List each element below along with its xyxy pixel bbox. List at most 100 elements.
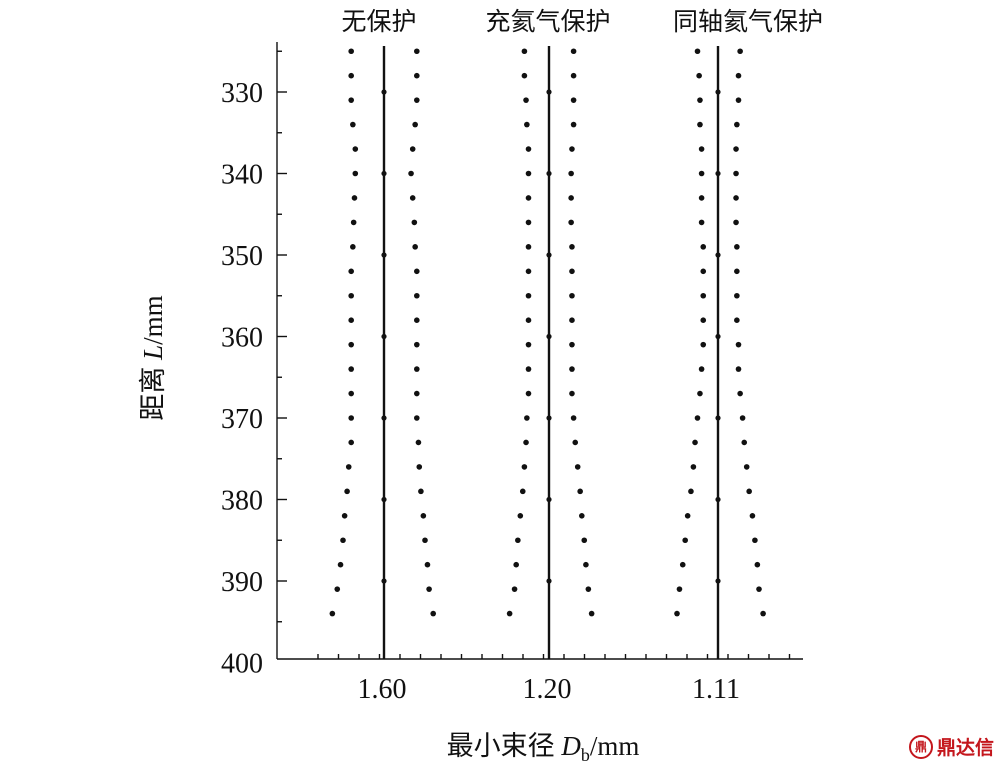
left-point [524,415,530,421]
center-marker [715,170,721,177]
left-point [524,121,530,128]
y-axis-label: 距离 L/mm [138,295,168,420]
y-tick-label-340: 340 [221,160,263,191]
left-point [525,170,532,177]
right-point [411,219,418,226]
right-point [416,464,423,470]
center-marker [546,333,552,340]
x-tick-label-2: 1.20 [523,674,572,705]
left-point [697,390,703,397]
left-point [352,170,359,177]
center-marker [381,170,387,177]
left-point [700,268,707,275]
left-point [348,72,355,79]
left-point [350,121,356,128]
left-point [521,464,528,470]
right-point [760,610,766,617]
right-point [588,610,595,617]
right-point [415,439,422,446]
left-point [525,244,532,250]
right-point [735,72,742,79]
center-marker [381,496,387,503]
right-point [754,561,761,568]
right-point [741,439,748,446]
right-point [414,366,420,372]
right-point [735,97,742,103]
left-point [525,366,532,372]
right-point [424,561,431,568]
left-point [348,292,355,299]
left-point [345,464,352,470]
left-point [525,146,532,152]
center-marker [715,89,721,95]
center-marker [381,333,387,340]
left-point [696,72,702,79]
x-axis-label: 最小束径 Db/mm [447,731,640,765]
left-point [348,415,355,421]
left-point [348,439,355,446]
left-point [684,513,691,519]
left-point [513,561,519,568]
left-point [519,488,526,495]
right-point [430,610,437,617]
axis-labels: 最小束径 Db/mm 距离 L/mm [138,295,639,765]
right-point [737,48,743,55]
right-point [574,464,581,470]
left-point [525,390,532,397]
left-point [525,219,532,226]
right-point [569,244,575,250]
right-point [409,195,416,201]
center-marker [546,252,552,258]
right-point [414,72,420,79]
left-point [334,586,341,592]
x-label-var: D [560,731,581,761]
left-point [340,537,346,544]
watermark-icon: 鼎 [908,734,933,759]
left-point [698,146,705,152]
left-point [341,513,348,519]
right-point [569,366,575,372]
right-point [734,121,740,128]
right-point [572,439,579,446]
group-titles: 无保护 充氦气保护 同轴氦气保护 [341,7,823,36]
series-3 [674,46,766,659]
y-axis-ticks: 330 340 350 360 370 380 390 400 [221,50,287,680]
center-marker [546,89,552,95]
center-marker [381,415,387,421]
y-label-var: L [138,345,168,361]
center-marker [546,170,552,177]
right-point [756,586,762,592]
left-point [337,561,344,568]
left-point [348,390,355,397]
left-point [694,415,701,421]
left-point [525,317,532,324]
center-marker [715,333,721,340]
left-point [352,146,359,152]
left-point [348,366,355,372]
group-title-1: 无保护 [341,7,416,36]
right-point [414,317,420,324]
left-point [521,72,528,79]
left-point [517,513,524,519]
right-point [734,317,740,324]
right-point [569,268,575,275]
right-point [408,170,414,177]
center-marker [546,496,552,503]
right-point [749,513,756,519]
group-title-2: 充氦气保护 [485,7,610,36]
right-point [414,48,420,55]
center-marker [546,578,552,584]
left-point [348,268,355,275]
right-point [734,244,740,250]
left-point [700,292,707,299]
right-point [426,586,432,592]
watermark-logo: 鼎 鼎达信 [908,733,994,760]
right-point [752,537,758,544]
right-point [581,537,588,544]
right-point [735,341,742,348]
right-point [743,464,750,470]
right-point [418,488,424,495]
right-point [570,415,577,421]
left-point [506,610,513,617]
